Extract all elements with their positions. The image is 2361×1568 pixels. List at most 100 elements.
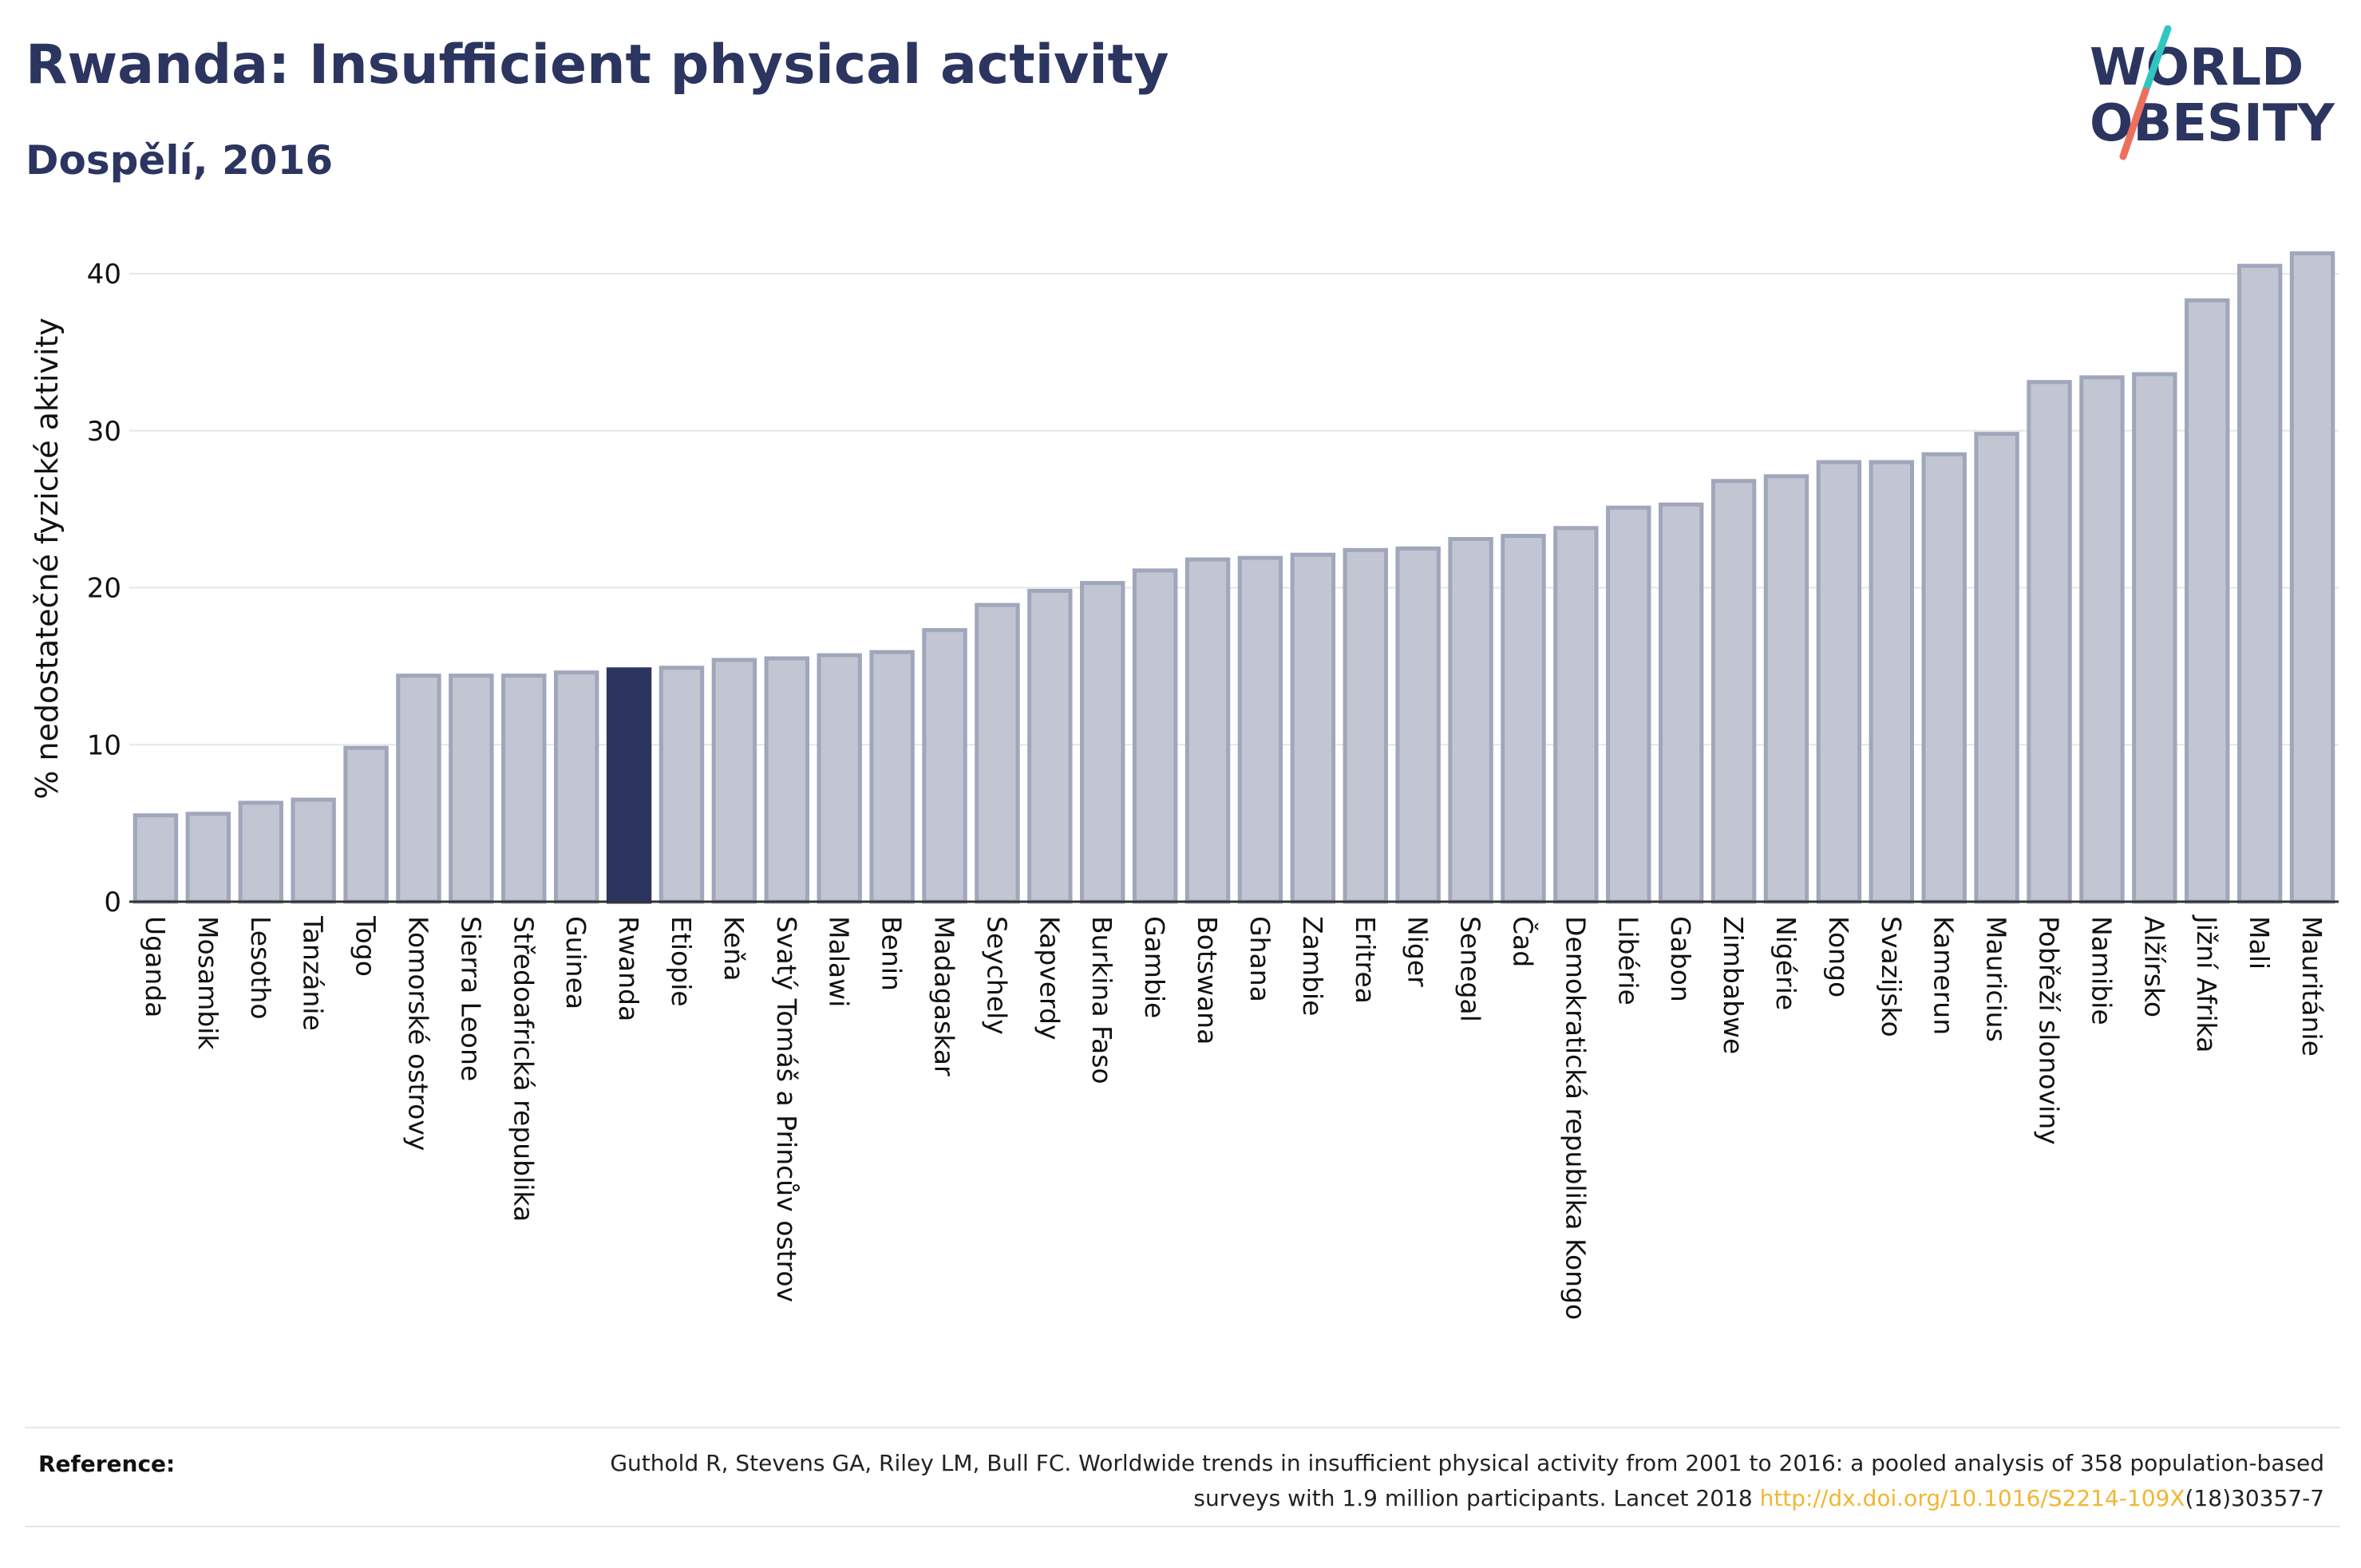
bar-rwanda[interactable] bbox=[606, 667, 652, 904]
x-tick-label: Gambie bbox=[1139, 916, 1170, 1018]
bars bbox=[132, 251, 2335, 904]
reference-divider-top bbox=[26, 1427, 2340, 1428]
x-tick-label: Demokratická republika Kongo bbox=[1560, 916, 1591, 1320]
bar-gambie[interactable] bbox=[1132, 568, 1178, 904]
bar-jižní-afrika[interactable] bbox=[2185, 298, 2230, 904]
x-tick-label: Lesotho bbox=[245, 916, 276, 1020]
x-tick-label: Tanzánie bbox=[298, 915, 329, 1031]
bar-zambie[interactable] bbox=[1290, 552, 1336, 904]
bar-burkina-faso[interactable] bbox=[1080, 581, 1125, 904]
bar-namibie[interactable] bbox=[2079, 375, 2125, 904]
bar-madagaskar[interactable] bbox=[922, 628, 967, 904]
x-tick-label: Sierra Leone bbox=[455, 916, 486, 1081]
x-tick-label: Ghana bbox=[1244, 916, 1275, 1002]
bar-chart: 0 10 20 30 40 Uganda Mosambik Lesotho Tanzánie T… bbox=[30, 251, 2339, 1320]
bar-niger[interactable] bbox=[1395, 546, 1441, 904]
bar-guinea[interactable] bbox=[553, 670, 599, 904]
bar-eritrea[interactable] bbox=[1343, 547, 1388, 904]
bar-mauritánie[interactable] bbox=[2289, 251, 2335, 904]
x-tick-label: Mosambik bbox=[192, 916, 223, 1050]
bar-mali[interactable] bbox=[2236, 263, 2283, 904]
x-axis-ticks: Uganda Mosambik Lesotho Tanzánie Togo Komorsk… bbox=[140, 914, 2327, 1320]
bar-nigérie[interactable] bbox=[1763, 474, 1809, 904]
x-tick-label: Kongo bbox=[1823, 916, 1854, 997]
y-tick-label: 10 bbox=[87, 729, 121, 761]
x-tick-label: Komorské ostrovy bbox=[402, 916, 433, 1151]
bar-kapverdy[interactable] bbox=[1027, 588, 1073, 904]
bar-etiopie[interactable] bbox=[658, 666, 705, 904]
x-tick-label: Mauritánie bbox=[2296, 916, 2327, 1057]
x-tick-label: Svazijsko bbox=[1876, 916, 1907, 1037]
x-tick-label: Benin bbox=[876, 916, 908, 991]
logo-slash-teal bbox=[2142, 25, 2172, 95]
y-axis-label: % nedostatečné fyzické aktivity bbox=[30, 318, 65, 800]
x-tick-label: Seychely bbox=[981, 916, 1012, 1035]
x-tick-label: Kapverdy bbox=[1034, 916, 1065, 1041]
y-axis-ticks: 0 10 20 30 40 bbox=[87, 259, 121, 918]
x-tick-label: Nigérie bbox=[1770, 916, 1801, 1010]
bar-svazijsko[interactable] bbox=[1869, 460, 1915, 904]
x-tick-label: Mali bbox=[2244, 916, 2275, 970]
bar-botswana[interactable] bbox=[1184, 557, 1231, 904]
bar-keňa[interactable] bbox=[711, 658, 757, 904]
reference-divider-bottom bbox=[26, 1526, 2340, 1527]
reference-citation-end: (18)30357-7 bbox=[2185, 1485, 2324, 1511]
reference-label: Reference: bbox=[38, 1451, 176, 1477]
bar-togo[interactable] bbox=[343, 745, 389, 904]
bar-kamerun[interactable] bbox=[1921, 452, 1967, 904]
bar-svatý-tomáš-a-princův-ostrov[interactable] bbox=[764, 656, 810, 904]
bar-zimbabwe[interactable] bbox=[1710, 479, 1757, 904]
reference-text: Guthold R, Stevens GA, Riley LM, Bull FC… bbox=[568, 1446, 2324, 1516]
x-tick-label: Svatý Tomáš a Princův ostrov bbox=[771, 916, 802, 1302]
x-tick-label: Kamerun bbox=[1928, 916, 1960, 1035]
y-tick-label: 30 bbox=[87, 416, 121, 448]
x-tick-label: Gabon bbox=[1665, 916, 1696, 1002]
bar-benin[interactable] bbox=[869, 650, 915, 904]
y-tick-label: 40 bbox=[87, 259, 121, 290]
x-tick-label: Guinea bbox=[560, 916, 591, 1009]
bar-tanzánie[interactable] bbox=[291, 797, 336, 904]
grid-lines bbox=[129, 273, 2339, 746]
reference-doi-link[interactable]: http://dx.doi.org/10.1016/S2214-109X bbox=[1759, 1485, 2185, 1511]
bar-pobřeží-slonoviny[interactable] bbox=[2027, 380, 2072, 904]
bar-uganda[interactable] bbox=[132, 813, 179, 904]
bar-lesotho[interactable] bbox=[238, 800, 283, 904]
x-tick-label: Mauricius bbox=[1981, 916, 2012, 1042]
x-tick-label: Niger bbox=[1402, 916, 1434, 987]
bar-gabon[interactable] bbox=[1658, 502, 1704, 904]
x-tick-label: Středoafrická republika bbox=[508, 916, 539, 1222]
x-tick-label: Alžírsko bbox=[2138, 916, 2169, 1017]
x-tick-label: Uganda bbox=[140, 916, 171, 1017]
x-tick-label: Rwanda bbox=[613, 916, 644, 1021]
page-subtitle: Dospělí, 2016 bbox=[26, 137, 334, 184]
bar-malawi[interactable] bbox=[817, 653, 862, 904]
world-obesity-logo: WORLD OBESITY bbox=[2090, 25, 2335, 160]
x-tick-label: Pobřeží slonoviny bbox=[2034, 916, 2065, 1145]
x-tick-label: Botswana bbox=[1192, 916, 1223, 1045]
bar-komorské-ostrovy[interactable] bbox=[396, 673, 441, 904]
bar-čad[interactable] bbox=[1501, 534, 1546, 904]
x-tick-label: Madagaskar bbox=[929, 916, 960, 1076]
bar-středoafrická-republika[interactable] bbox=[501, 673, 547, 904]
x-tick-label: Senegal bbox=[1455, 916, 1486, 1022]
bar-mosambik[interactable] bbox=[185, 812, 231, 904]
bar-demokratická-republika-kongo[interactable] bbox=[1553, 526, 1599, 904]
y-tick-label: 0 bbox=[104, 887, 121, 918]
x-tick-label: Keňa bbox=[718, 916, 749, 981]
x-tick-label: Etiopie bbox=[666, 916, 697, 1007]
page-title: Rwanda: Insufficient physical activity bbox=[26, 34, 1169, 97]
bar-mauricius[interactable] bbox=[1974, 432, 2019, 904]
bar-seychely[interactable] bbox=[975, 602, 1020, 904]
bar-kongo[interactable] bbox=[1816, 460, 1862, 904]
bar-sierra-leone[interactable] bbox=[449, 673, 494, 904]
reference-citation: Guthold R, Stevens GA, Riley LM, Bull FC… bbox=[610, 1450, 2324, 1511]
bar-ghana[interactable] bbox=[1237, 555, 1283, 904]
bar-alžírsko[interactable] bbox=[2132, 372, 2177, 904]
y-tick-label: 20 bbox=[87, 573, 121, 605]
x-tick-label: Zambie bbox=[1297, 916, 1328, 1016]
logo-slash-coral bbox=[2119, 87, 2149, 160]
x-tick-label: Malawi bbox=[824, 916, 855, 1007]
bar-senegal[interactable] bbox=[1448, 537, 1493, 904]
bar-libérie[interactable] bbox=[1606, 505, 1651, 904]
logo-line-1: WORLD bbox=[2090, 38, 2304, 97]
